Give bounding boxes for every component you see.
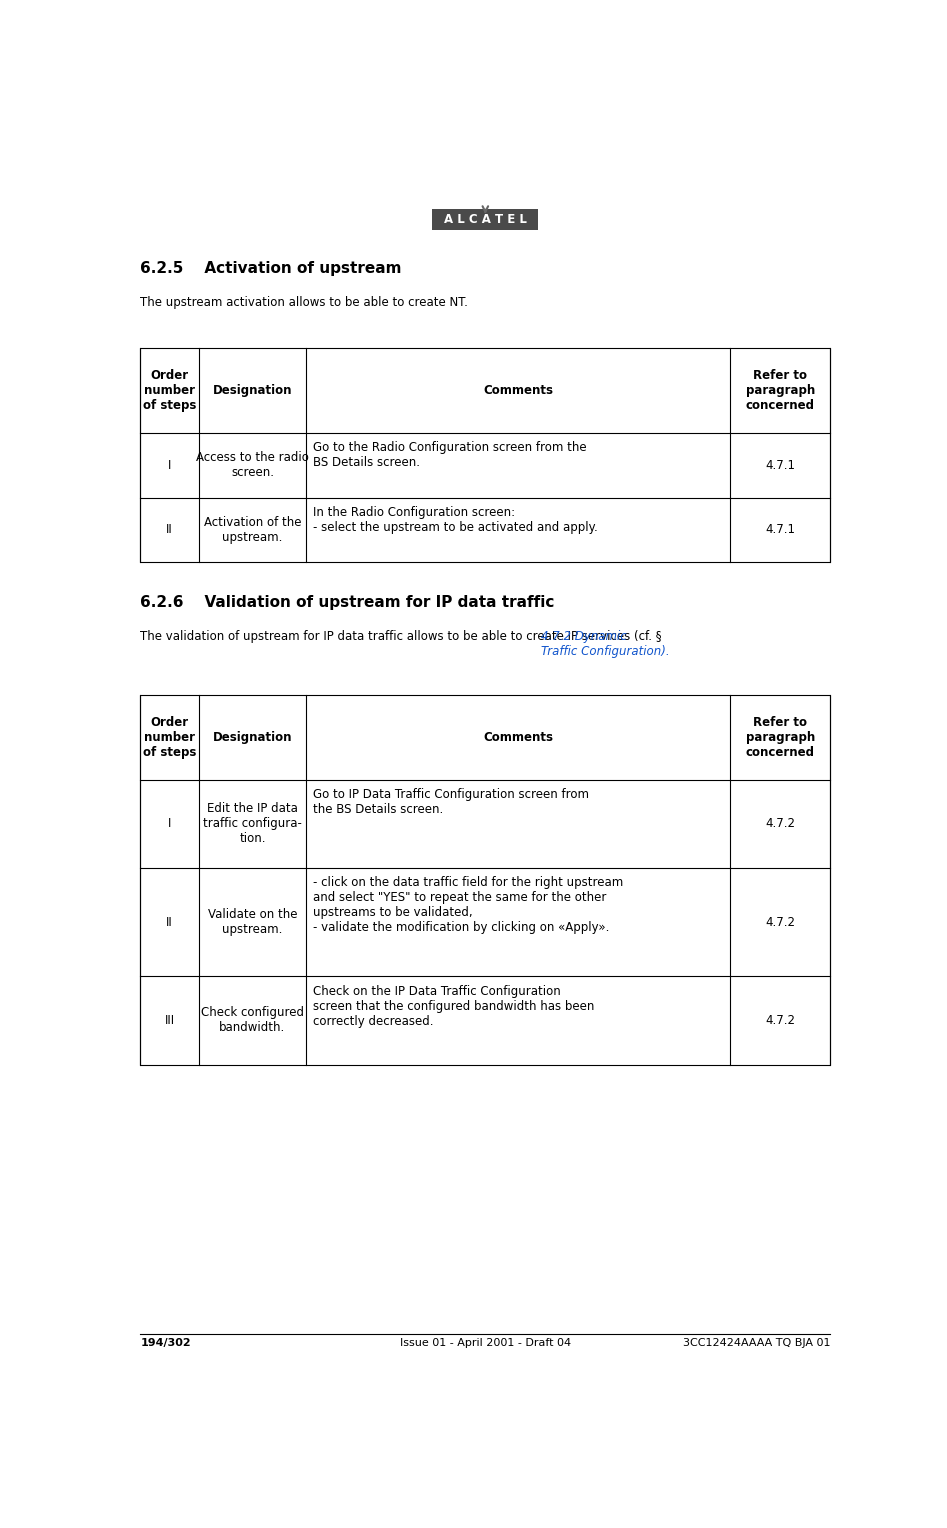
Text: II: II [167,915,173,929]
Text: - click on the data traffic field for the right upstream
and select "YES" to rep: - click on the data traffic field for th… [313,877,623,934]
Text: 6.2.6    Validation of upstream for IP data traffic: 6.2.6 Validation of upstream for IP data… [140,594,555,610]
Text: III: III [165,1015,175,1027]
Text: Issue 01 - April 2001 - Draft 04: Issue 01 - April 2001 - Draft 04 [400,1337,571,1348]
Text: 4.7.2: 4.7.2 [765,817,795,831]
Text: Designation: Designation [213,730,293,744]
Text: Edit the IP data
traffic configura-
tion.: Edit the IP data traffic configura- tion… [203,802,302,845]
Text: Refer to
paragraph
concerned: Refer to paragraph concerned [745,717,814,759]
Bar [140,695,831,1065]
Text: 3CC12424AAAA TQ BJA 01: 3CC12424AAAA TQ BJA 01 [683,1337,831,1348]
Text: The validation of upstream for IP data traffic allows to be able to create IP se: The validation of upstream for IP data t… [140,631,666,643]
Text: I: I [168,817,171,831]
Text: 4.7.2 Dynamic
Traffic Configuration).: 4.7.2 Dynamic Traffic Configuration). [541,631,670,659]
Text: Access to the radio
screen.: Access to the radio screen. [196,451,309,480]
Text: 6.2.5    Activation of upstream: 6.2.5 Activation of upstream [140,261,402,277]
Text: Comments: Comments [483,730,553,744]
Bar [140,348,831,562]
Text: Validate on the
upstream.: Validate on the upstream. [207,908,297,937]
Text: 4.7.1: 4.7.1 [765,458,795,472]
Text: Designation: Designation [213,384,293,397]
FancyBboxPatch shape [433,209,538,231]
Text: Comments: Comments [483,384,553,397]
Text: Refer to
paragraph
concerned: Refer to paragraph concerned [745,368,814,413]
Text: 4.7.2: 4.7.2 [765,915,795,929]
Text: II: II [167,524,173,536]
Text: In the Radio Configuration screen:
- select the upstream to be activated and app: In the Radio Configuration screen: - sel… [313,506,599,533]
Text: 4.7.2: 4.7.2 [765,1015,795,1027]
Text: I: I [168,458,171,472]
Text: Order
number
of steps: Order number of steps [143,717,196,759]
Text: Check configured
bandwidth.: Check configured bandwidth. [201,1007,304,1034]
Text: 194/302: 194/302 [140,1337,191,1348]
Text: A L C A T E L: A L C A T E L [444,214,527,226]
Text: Check on the IP Data Traffic Configuration
screen that the configured bandwidth : Check on the IP Data Traffic Configurati… [313,984,595,1028]
Text: Order
number
of steps: Order number of steps [143,368,196,413]
Text: 4.7.1: 4.7.1 [765,524,795,536]
Text: Go to the Radio Configuration screen from the
BS Details screen.: Go to the Radio Configuration screen fro… [313,442,587,469]
Text: Go to IP Data Traffic Configuration screen from
the BS Details screen.: Go to IP Data Traffic Configuration scre… [313,788,589,816]
Text: Activation of the
upstream.: Activation of the upstream. [204,516,301,544]
Text: The upstream activation allows to be able to create NT.: The upstream activation allows to be abl… [140,296,468,309]
